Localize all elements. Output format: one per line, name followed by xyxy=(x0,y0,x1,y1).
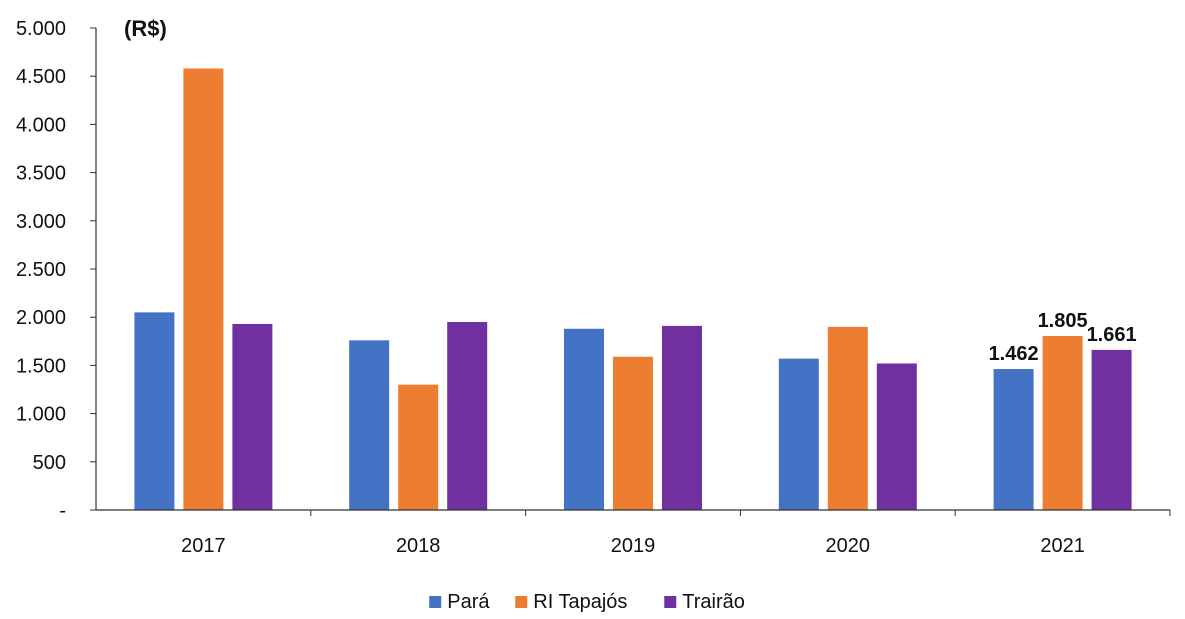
unit-label: (R$) xyxy=(124,16,167,41)
bar-2021-series-1 xyxy=(1042,335,1083,510)
legend-swatch xyxy=(664,596,677,608)
legend-swatch xyxy=(515,596,528,608)
y-tick-label: 1.000 xyxy=(16,404,66,426)
bars xyxy=(134,68,1132,510)
y-tick-label: 2.000 xyxy=(16,307,66,329)
data-label: 1.462 xyxy=(989,343,1039,365)
bar-2017-series-1 xyxy=(183,68,224,510)
legend-label: Pará xyxy=(447,591,490,613)
bar-2020-series-0 xyxy=(778,358,819,510)
bar-2019-series-0 xyxy=(564,328,604,510)
y-tick-label: 1.500 xyxy=(16,355,66,377)
bar-2018-series-1 xyxy=(398,384,439,510)
bar-2018-series-2 xyxy=(447,322,488,510)
bar-2017-series-2 xyxy=(232,323,273,510)
bar-2020-series-1 xyxy=(827,326,868,510)
bar-2021-series-2 xyxy=(1091,349,1132,510)
legend-label: RI Tapajós xyxy=(533,591,627,613)
bar-2017-series-0 xyxy=(134,312,175,510)
x-tick-label: 2019 xyxy=(611,535,656,557)
y-tick-label: 5.000 xyxy=(16,18,66,40)
y-tick-label: 2.500 xyxy=(16,259,66,281)
y-tick-label: 4.000 xyxy=(16,114,66,136)
y-tick-label: 4.500 xyxy=(16,66,66,88)
y-tick-label: 3.500 xyxy=(16,163,66,185)
x-tick-label: 2017 xyxy=(181,535,226,557)
bar-2019-series-2 xyxy=(662,325,702,510)
data-label: 1.661 xyxy=(1087,324,1137,346)
x-tick-label: 2018 xyxy=(396,535,441,557)
x-tick-label: 2021 xyxy=(1040,535,1085,557)
data-label: 1.805 xyxy=(1038,310,1088,332)
bar-2020-series-2 xyxy=(876,363,917,510)
axes xyxy=(95,28,1171,516)
y-tick-label: - xyxy=(59,500,66,522)
bar-2021-series-0 xyxy=(993,369,1034,510)
legend-swatch xyxy=(429,596,442,608)
y-tick-label: 3.000 xyxy=(16,211,66,233)
legend: Pará RI Tapajós Trairão xyxy=(429,591,745,613)
bar-2019-series-1 xyxy=(613,356,653,510)
legend-label: Trairão xyxy=(682,591,745,613)
x-axis-labels: 2017 2018 2019 2020 2021 xyxy=(181,535,1085,557)
y-tick-label: 500 xyxy=(33,452,66,474)
bar-2018-series-0 xyxy=(349,340,390,510)
x-tick-label: 2020 xyxy=(826,535,871,557)
y-axis-ticks: - 500 1.000 1.500 2.000 2.500 3.000 3.500 4.000 4… xyxy=(16,18,96,522)
